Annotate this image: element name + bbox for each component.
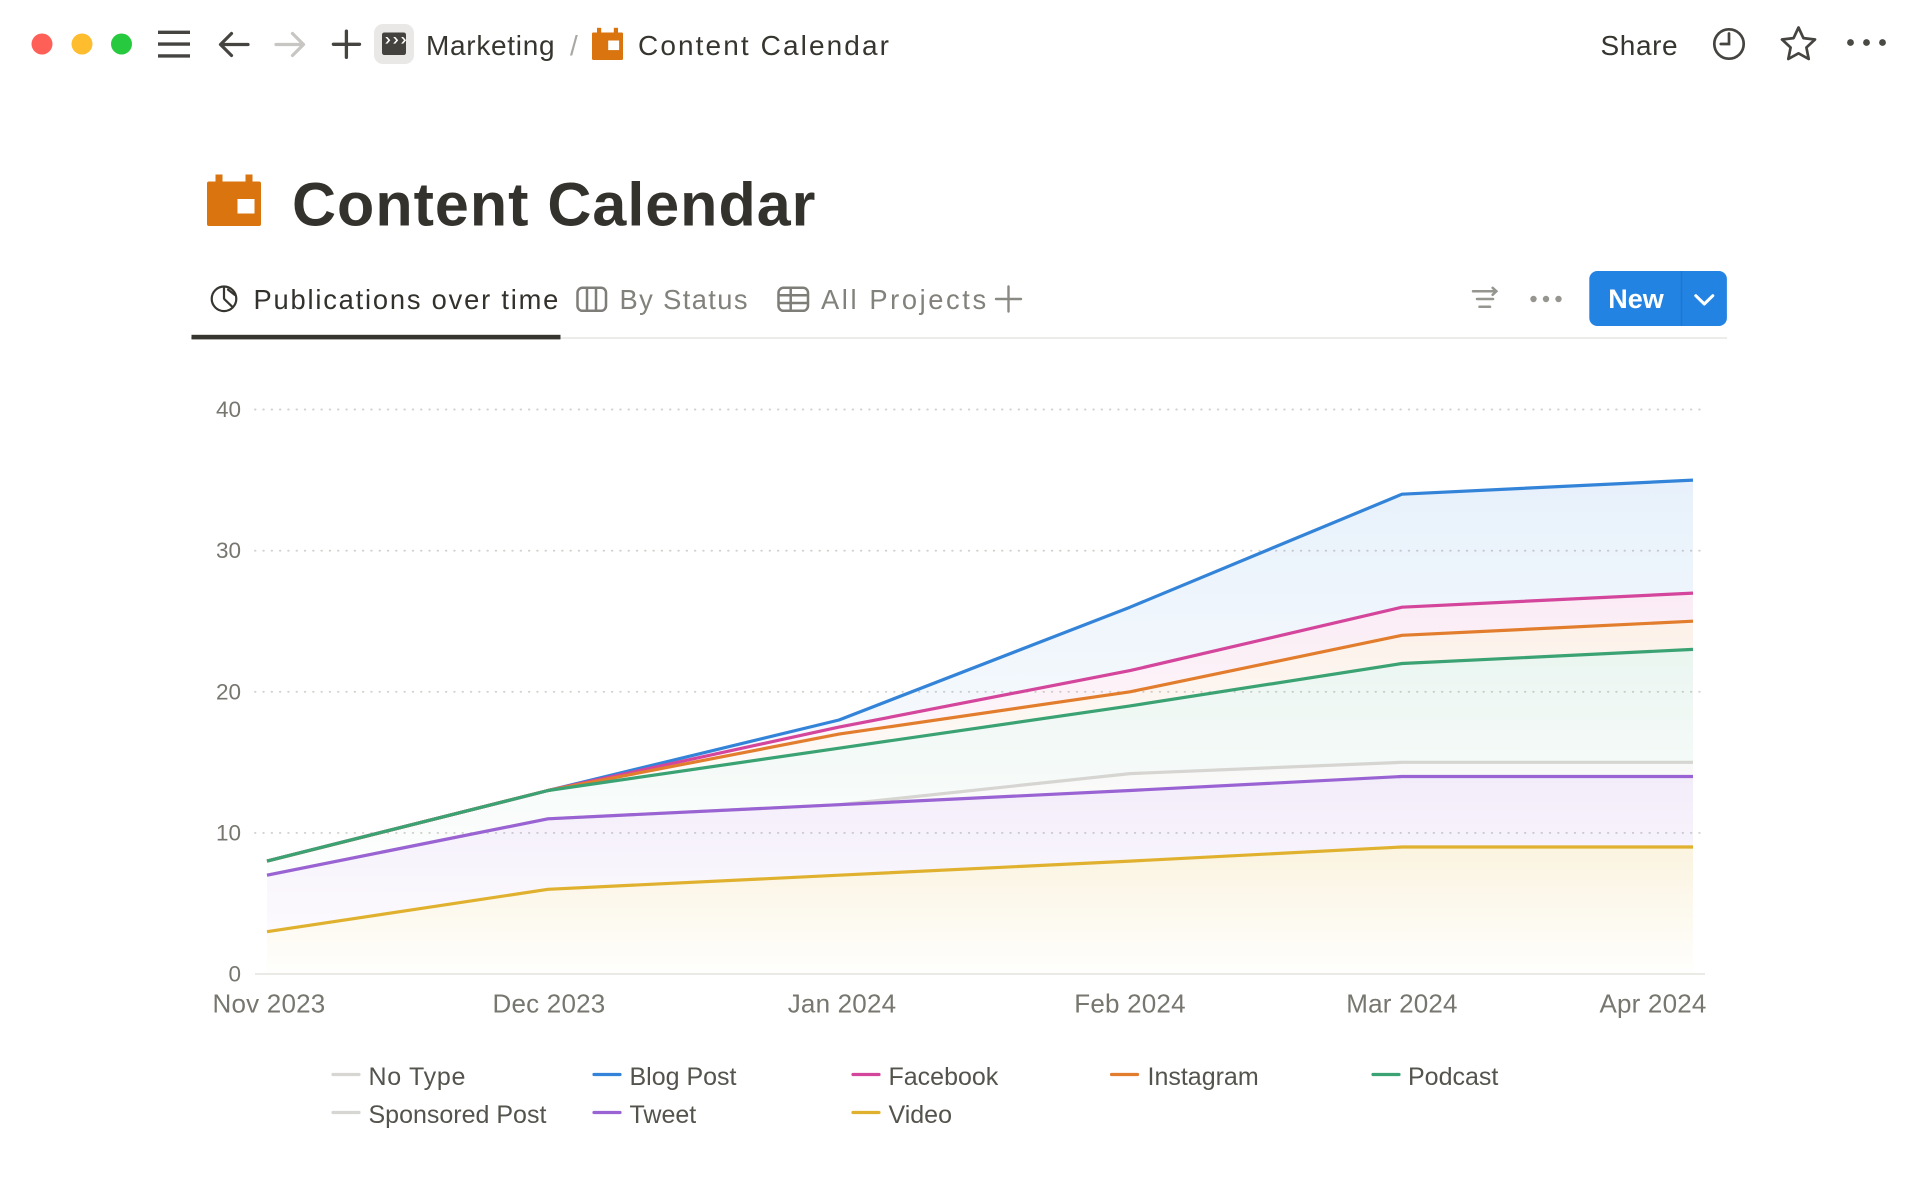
svg-text:Share: Share <box>1601 30 1679 61</box>
svg-text:New: New <box>1608 284 1665 314</box>
svg-text:10: 10 <box>216 820 241 845</box>
svg-text:Blog Post: Blog Post <box>630 1063 737 1091</box>
svg-text:Dec 2023: Dec 2023 <box>493 989 606 1019</box>
svg-text:Nov 2023: Nov 2023 <box>213 989 326 1019</box>
svg-text:40: 40 <box>216 397 241 422</box>
svg-text:Marketing: Marketing <box>426 30 555 61</box>
svg-text:Publications over time: Publications over time <box>254 284 561 315</box>
svg-text:Apr 2024: Apr 2024 <box>1599 989 1706 1019</box>
svg-text:All Projects: All Projects <box>821 284 989 315</box>
svg-text:By Status: By Status <box>620 284 749 315</box>
svg-text:20: 20 <box>216 679 241 704</box>
svg-text:Facebook: Facebook <box>889 1063 999 1091</box>
svg-text:Sponsored Post: Sponsored Post <box>369 1101 547 1129</box>
svg-text:Content Calendar: Content Calendar <box>638 30 891 61</box>
svg-text:Video: Video <box>889 1101 953 1129</box>
svg-text:Mar 2024: Mar 2024 <box>1346 989 1457 1019</box>
svg-text:Tweet: Tweet <box>630 1101 697 1129</box>
svg-text:30: 30 <box>216 538 241 563</box>
svg-text:Feb 2024: Feb 2024 <box>1074 989 1185 1019</box>
svg-text:Podcast: Podcast <box>1408 1063 1498 1091</box>
svg-text:No Type: No Type <box>369 1063 467 1091</box>
svg-text:0: 0 <box>228 962 241 987</box>
svg-text:/: / <box>570 30 578 61</box>
svg-text:Content Calendar: Content Calendar <box>292 171 816 239</box>
svg-text:Instagram: Instagram <box>1148 1063 1259 1091</box>
svg-text:Jan 2024: Jan 2024 <box>788 989 897 1019</box>
